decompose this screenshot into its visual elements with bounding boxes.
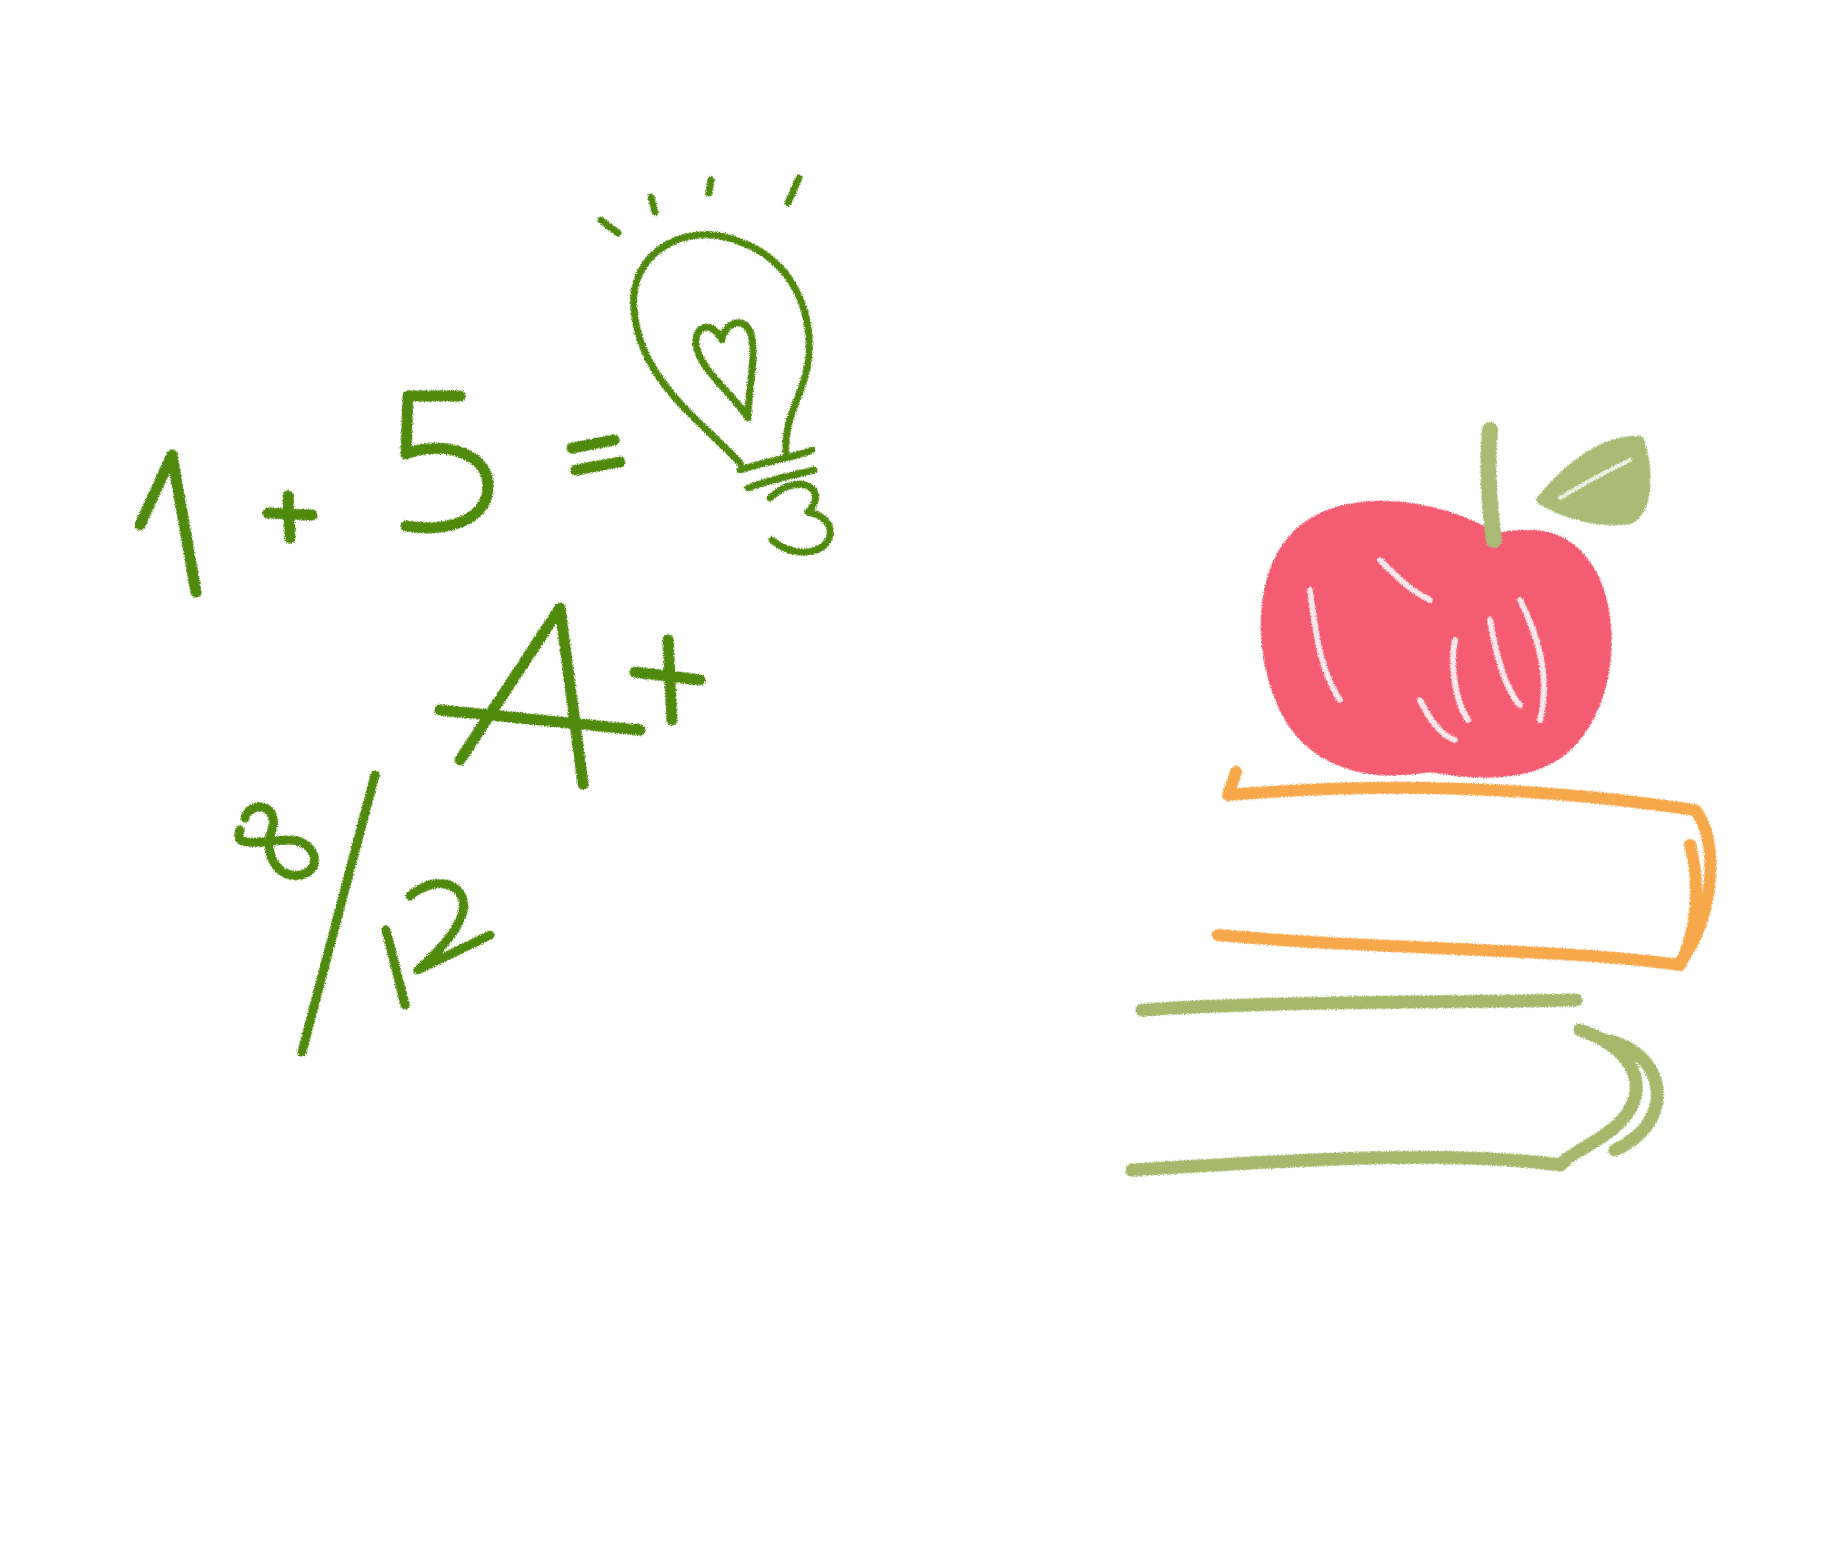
fraction-bar	[297, 770, 380, 1057]
apple-icon	[1260, 422, 1651, 778]
grade-letter-label: A	[450, 782, 458, 793]
equation: 1 + 5 =	[120, 390, 626, 603]
grade-letter: A	[434, 602, 646, 793]
equation-term-b-label: 5	[400, 532, 405, 543]
equation-term-a-label: 1	[120, 592, 127, 603]
book-stack-icon	[1125, 766, 1717, 1177]
equation-term-b: 5	[400, 390, 494, 543]
fraction: 8 12	[230, 770, 495, 1057]
equation-term-a: 1	[120, 449, 202, 603]
lightbulb-icon	[597, 174, 818, 492]
bulb-base-mark: 3	[760, 480, 834, 563]
top-book	[1212, 766, 1717, 971]
equation-equals-sign: =	[566, 434, 626, 476]
grade-modifier-label: +	[640, 712, 646, 723]
fraction-denominator: 12	[381, 879, 495, 1013]
equation-plus-label: +	[270, 532, 276, 543]
equation-plus-sign: +	[262, 490, 318, 544]
grade: A +	[434, 602, 706, 793]
fraction-numerator-label: 8	[230, 872, 235, 883]
fraction-numerator: 8	[230, 802, 319, 883]
fraction-denominator-label: 12	[390, 1002, 400, 1013]
apple-highlights	[1307, 557, 1547, 743]
bottom-book	[1125, 993, 1664, 1177]
grade-modifier: +	[629, 634, 706, 726]
apple-stem	[1480, 422, 1502, 548]
bulb-base-mark-label: 3	[760, 552, 765, 563]
